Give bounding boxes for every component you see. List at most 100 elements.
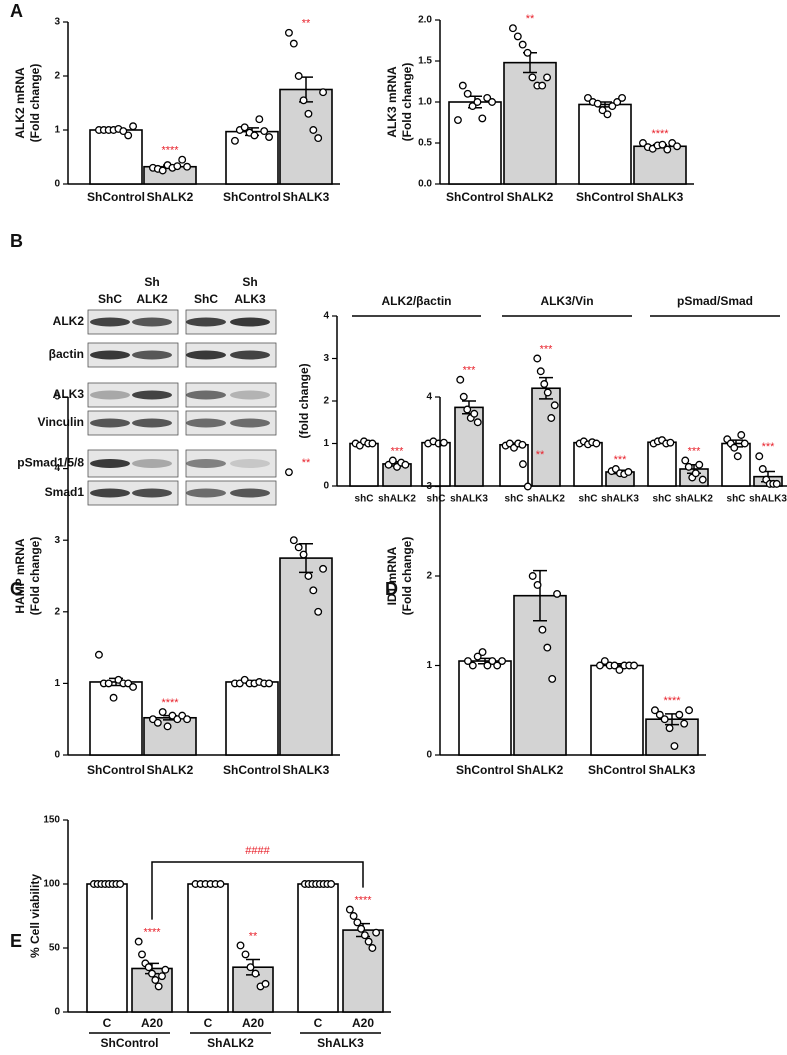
data-point	[673, 142, 682, 151]
blot-band	[230, 488, 270, 498]
data-point	[593, 99, 602, 108]
bar	[225, 681, 279, 756]
blot-band	[90, 459, 130, 468]
y-tick-label: 0	[54, 750, 60, 761]
y-tick-label: 3	[54, 17, 60, 28]
x-tick-label: ShControl	[87, 763, 145, 777]
blot-row-label: ALK2	[53, 314, 85, 328]
y-axis-label: ALK2 mRNA	[13, 67, 27, 139]
data-point	[109, 693, 118, 702]
x-tick-label: ShALK3	[283, 190, 330, 204]
panel-label: E	[10, 931, 22, 951]
data-point	[660, 715, 669, 724]
significance: ***	[540, 343, 554, 355]
blot-band	[230, 350, 270, 360]
blot-column-label: ShC	[98, 292, 122, 306]
blot-row-label: ALK3	[53, 387, 85, 401]
y-axis-label: (fold change)	[297, 363, 311, 438]
bar	[573, 441, 603, 487]
data-point	[493, 661, 502, 670]
data-point	[600, 657, 609, 665]
data-point	[663, 145, 672, 154]
data-point	[309, 586, 318, 595]
data-point	[368, 439, 377, 448]
y-tick-label: 2	[323, 396, 329, 407]
y-tick-label: 1	[323, 438, 329, 449]
data-point	[468, 102, 477, 111]
data-point	[360, 931, 369, 940]
blot-band	[132, 488, 172, 498]
data-point	[124, 131, 133, 140]
blot-band	[230, 317, 270, 327]
blot-row-label: Vinculin	[38, 415, 84, 429]
data-point	[523, 48, 532, 57]
data-point	[624, 468, 633, 476]
data-point	[230, 136, 239, 145]
data-point	[265, 133, 274, 141]
x-tick-label: shALK3	[450, 494, 488, 505]
data-point	[309, 126, 318, 134]
data-point	[473, 418, 482, 427]
x-tick-label: A20	[141, 1016, 163, 1030]
data-point	[388, 456, 397, 465]
data-point	[483, 93, 492, 102]
data-point	[294, 72, 303, 80]
x-tick-label: shALK3	[749, 494, 787, 505]
data-point	[695, 460, 704, 469]
x-tick-label: A20	[242, 1016, 264, 1030]
data-point	[250, 131, 259, 140]
y-tick-label: 0.5	[418, 138, 432, 149]
data-point	[548, 674, 557, 683]
data-point	[161, 965, 170, 974]
data-point	[104, 679, 113, 688]
y-tick-label: 2	[54, 71, 60, 82]
blot-band	[186, 418, 226, 428]
y-tick-label: 2.0	[418, 15, 432, 26]
data-point	[538, 625, 547, 634]
y-tick-label: 3	[323, 353, 329, 364]
blot-band	[186, 350, 226, 360]
data-point	[289, 39, 298, 48]
data-point	[294, 543, 303, 552]
data-point	[543, 388, 552, 397]
data-point	[304, 109, 313, 118]
y-tick-label: 1.5	[418, 56, 432, 67]
data-point	[372, 928, 381, 937]
data-point	[608, 102, 617, 111]
group-label: ShALK3	[317, 1036, 364, 1050]
blot-band	[132, 350, 172, 360]
blot-band	[132, 390, 172, 400]
bar	[633, 145, 687, 185]
bar	[503, 61, 557, 185]
x-tick-label: shC	[653, 494, 672, 505]
x-tick-label: shC	[727, 494, 746, 505]
data-point	[478, 648, 487, 657]
data-point	[463, 89, 472, 98]
data-point	[603, 110, 612, 119]
data-point	[737, 431, 746, 439]
data-point	[304, 572, 313, 580]
bar	[297, 883, 339, 1013]
group-label: ALK3/Vin	[540, 294, 593, 308]
blot-row-label: Smad1	[45, 485, 85, 499]
y-tick-label: 1	[54, 125, 60, 136]
data-point	[353, 918, 362, 927]
data-point	[518, 40, 527, 49]
data-point	[478, 114, 487, 123]
data-point	[314, 607, 323, 616]
y-tick-label: 2	[54, 606, 60, 617]
x-tick-label: ShControl	[456, 763, 514, 777]
data-point	[533, 354, 542, 363]
x-tick-label: C	[314, 1016, 323, 1030]
data-point	[265, 679, 274, 688]
blot-column-label: Sh	[144, 275, 159, 289]
data-point	[240, 123, 249, 132]
significance: ****	[651, 128, 669, 140]
data-point	[483, 661, 492, 670]
data-point	[357, 924, 366, 933]
data-point	[144, 963, 153, 972]
data-point	[183, 162, 192, 171]
significance: ***	[762, 441, 776, 453]
data-point	[299, 96, 308, 105]
